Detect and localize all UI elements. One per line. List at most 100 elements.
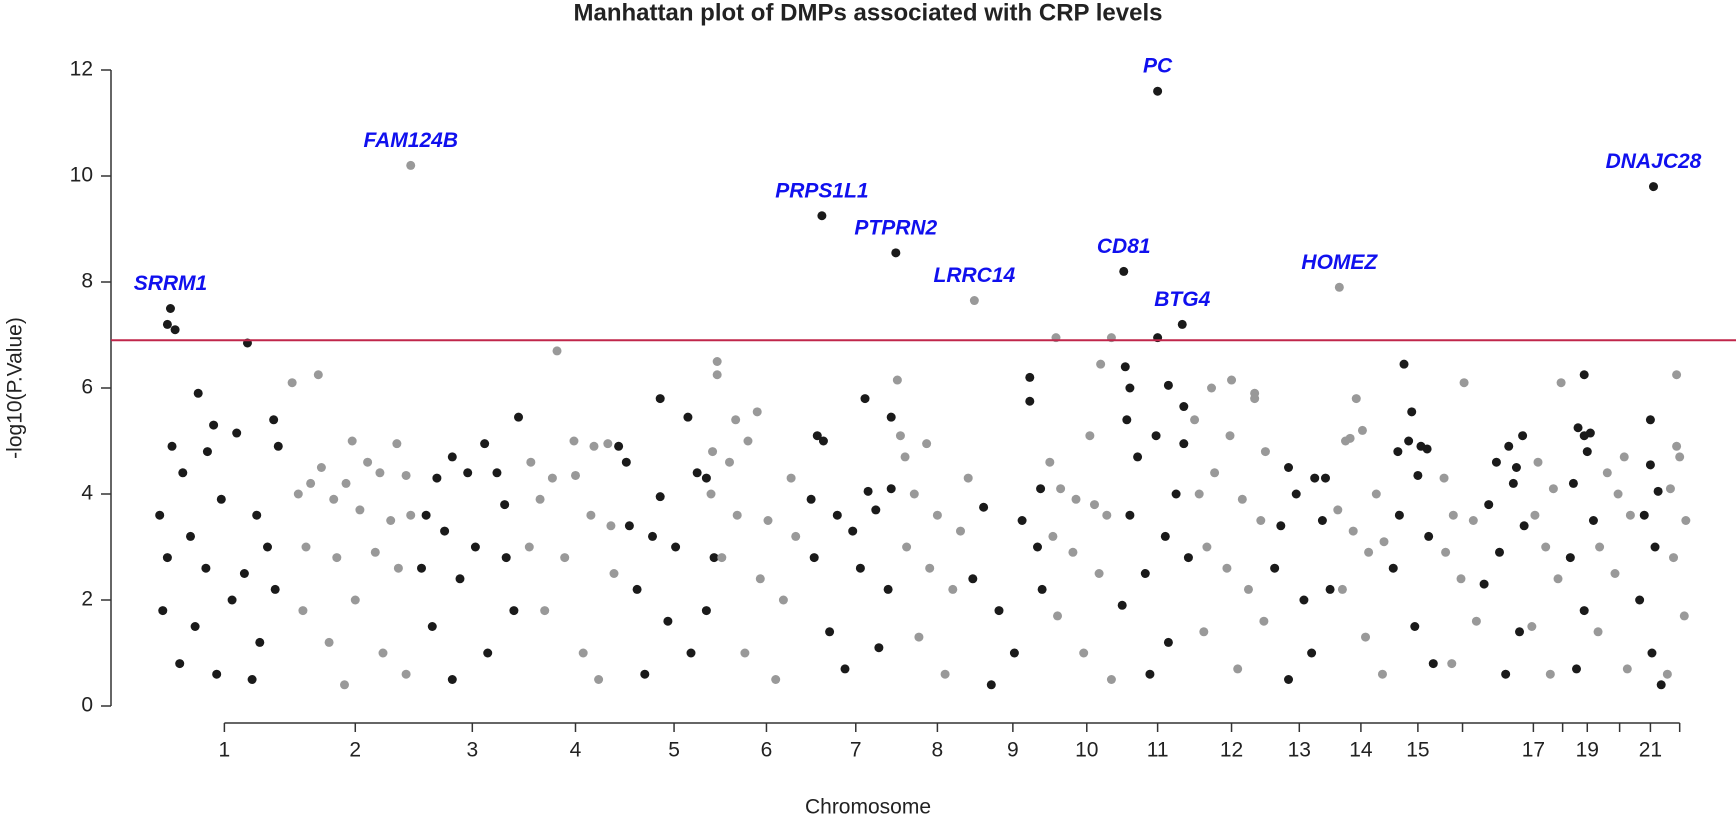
point bbox=[1422, 444, 1432, 454]
point bbox=[1635, 595, 1645, 605]
annotation-label: CD81 bbox=[1097, 235, 1151, 258]
point bbox=[273, 441, 283, 451]
annotated-point bbox=[1153, 86, 1163, 96]
point bbox=[483, 648, 493, 658]
point bbox=[1511, 463, 1521, 472]
point bbox=[455, 574, 465, 584]
annotation-label: HOMEZ bbox=[1301, 251, 1378, 274]
point bbox=[1519, 521, 1529, 531]
point bbox=[902, 542, 912, 552]
point bbox=[1501, 669, 1511, 679]
point bbox=[162, 319, 172, 329]
point bbox=[1679, 611, 1689, 621]
point bbox=[1125, 510, 1135, 520]
point bbox=[186, 531, 195, 541]
point bbox=[193, 388, 203, 398]
point bbox=[514, 412, 524, 422]
point bbox=[1665, 484, 1675, 494]
point bbox=[1548, 484, 1558, 494]
point bbox=[175, 659, 185, 669]
point bbox=[883, 584, 893, 594]
point bbox=[948, 584, 958, 594]
point bbox=[956, 526, 965, 536]
point bbox=[252, 510, 262, 520]
point bbox=[1140, 569, 1150, 578]
point bbox=[1439, 473, 1449, 483]
point bbox=[1399, 359, 1409, 369]
annotation-label: FAM124B bbox=[363, 129, 458, 152]
point bbox=[752, 407, 762, 417]
point bbox=[1337, 584, 1347, 594]
point bbox=[216, 494, 226, 504]
point bbox=[167, 441, 177, 451]
point bbox=[1656, 680, 1666, 690]
point bbox=[540, 606, 550, 616]
point bbox=[1163, 637, 1173, 647]
point bbox=[1237, 494, 1247, 504]
point bbox=[447, 675, 457, 684]
point bbox=[463, 468, 473, 478]
point bbox=[332, 553, 342, 563]
point bbox=[1379, 537, 1389, 547]
point bbox=[501, 553, 511, 563]
point bbox=[1602, 468, 1612, 478]
point bbox=[914, 632, 924, 642]
y-tick-label: 10 bbox=[70, 164, 93, 187]
x-axis-label: Chromosome bbox=[805, 796, 931, 818]
point bbox=[895, 431, 905, 441]
point bbox=[732, 510, 742, 520]
point bbox=[1025, 396, 1035, 406]
annotated-point bbox=[1177, 319, 1187, 329]
point bbox=[1307, 648, 1317, 658]
point bbox=[717, 553, 727, 563]
point bbox=[1653, 486, 1663, 496]
point bbox=[421, 510, 431, 520]
point bbox=[1179, 439, 1189, 449]
point bbox=[1351, 394, 1361, 404]
point bbox=[686, 648, 696, 658]
point bbox=[1133, 452, 1143, 462]
point bbox=[1625, 510, 1635, 520]
point bbox=[1622, 664, 1632, 674]
point bbox=[1094, 569, 1104, 578]
point bbox=[986, 680, 996, 690]
point bbox=[370, 547, 380, 557]
point bbox=[1250, 394, 1260, 404]
point bbox=[886, 484, 896, 494]
annotation-label: PC bbox=[1143, 55, 1173, 78]
x-tick-label: 15 bbox=[1406, 739, 1429, 762]
point bbox=[1120, 362, 1130, 372]
point bbox=[301, 542, 311, 552]
point bbox=[1471, 616, 1481, 626]
point bbox=[417, 563, 426, 573]
point bbox=[1102, 510, 1112, 520]
point bbox=[1045, 457, 1055, 467]
point bbox=[1669, 553, 1679, 563]
point bbox=[363, 457, 373, 467]
point bbox=[1579, 370, 1589, 380]
point bbox=[1582, 447, 1592, 457]
point bbox=[255, 637, 265, 647]
point bbox=[701, 606, 711, 616]
point bbox=[621, 457, 631, 467]
point bbox=[1106, 675, 1116, 684]
point bbox=[1645, 415, 1655, 425]
point bbox=[1053, 611, 1063, 621]
point bbox=[855, 563, 865, 573]
point bbox=[1317, 516, 1327, 525]
point bbox=[1227, 375, 1237, 385]
x-tick-label: 11 bbox=[1147, 739, 1169, 762]
y-tick-label: 8 bbox=[81, 270, 93, 293]
point bbox=[640, 669, 650, 679]
point bbox=[886, 412, 896, 422]
point bbox=[1284, 675, 1294, 684]
point bbox=[1479, 579, 1489, 589]
point bbox=[731, 415, 741, 425]
annotated-point bbox=[1649, 182, 1658, 192]
point bbox=[832, 510, 842, 520]
point bbox=[1160, 531, 1170, 541]
point bbox=[1357, 425, 1367, 435]
point bbox=[1117, 600, 1127, 610]
